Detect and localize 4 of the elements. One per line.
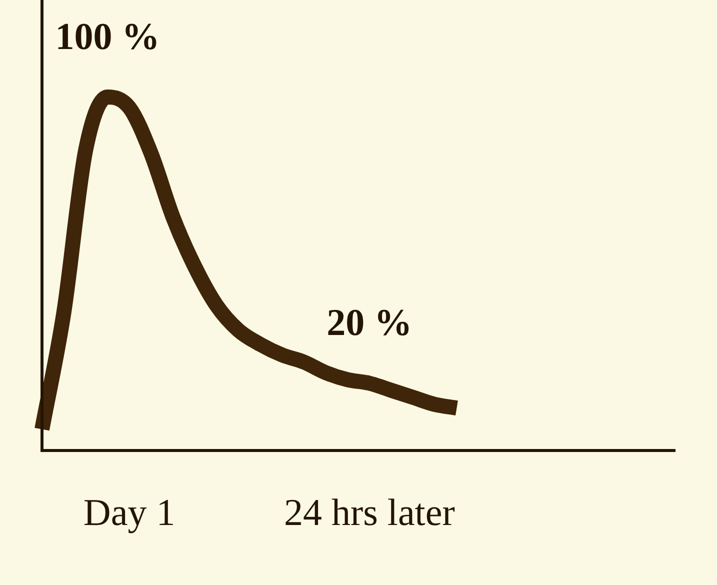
x-tick-label: Day 1 [83,492,176,534]
annotation: 20 % [326,302,412,344]
annotation: 100 % [55,16,160,58]
x-tick-label: 24 hrs later [284,492,456,534]
